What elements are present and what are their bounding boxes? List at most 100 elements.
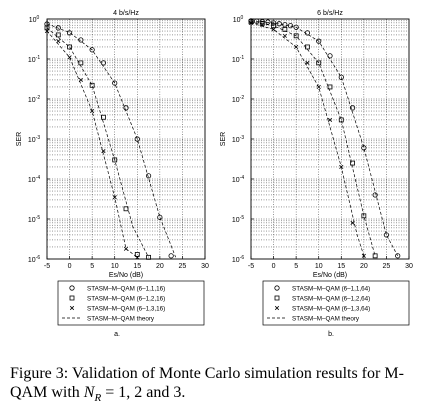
data-point-circle [157, 214, 163, 220]
y-tick-label: 10-1 [232, 55, 244, 64]
caption-text: Validation of Monte Carlo simulation res… [10, 365, 404, 401]
data-point-circle [89, 47, 95, 53]
legend: STASM–M–QAM (6–1,1,16) STASM–M–QAM (6–1,2… [57, 280, 205, 326]
legend-entry: STASM–M–QAM (6–1,3,16) [69, 305, 165, 313]
y-tick-label: 100 [233, 15, 244, 24]
data-point-circle [349, 105, 356, 111]
plot-frame [46, 18, 206, 260]
x-tick-label: -5 [44, 263, 50, 270]
y-tick-label: 10-3 [28, 135, 40, 144]
series-4 [46, 23, 177, 258]
x-tick-label: 20 [360, 263, 368, 270]
data-point-circle [361, 145, 367, 151]
grid [47, 19, 205, 259]
data-point-square [55, 32, 61, 38]
legend-entry: STASM–M–QAM theory [267, 316, 360, 323]
x-tick-label: 0 [272, 263, 276, 270]
y-tick-label: 10-5 [28, 215, 40, 224]
series-4 [250, 20, 399, 256]
data-point-square [112, 157, 118, 163]
data-point-circle [265, 19, 271, 25]
cross-stroke [69, 305, 75, 311]
series-2 [248, 19, 378, 259]
legend-entry: STASM–M–QAM (6–1,2,16) [69, 296, 165, 303]
y-tick-label: 100 [29, 15, 40, 24]
data-point-square [338, 117, 344, 123]
data-point-circle [66, 30, 73, 36]
theory-curve [46, 23, 177, 258]
data-point-circle [168, 253, 174, 259]
data-point-square [293, 33, 299, 39]
data-point-circle [293, 24, 299, 30]
legend: STASM–M–QAM (6–1,1,64) STASM–M–QAM (6–1,2… [262, 280, 410, 326]
data-point-circle [100, 60, 107, 66]
data-point-circle [145, 173, 152, 179]
data-point-circle [69, 285, 75, 291]
y-tick-label: 10-1 [28, 55, 40, 64]
data-point-circle [78, 37, 84, 43]
data-point-square [89, 82, 95, 88]
data-point-circle [316, 38, 322, 44]
x-tick-label: 25 [179, 263, 187, 270]
x-tick-label: 15 [337, 263, 345, 270]
data-point-square [44, 25, 50, 31]
y-tick-label: 10-4 [232, 175, 244, 184]
cross-stroke [135, 255, 140, 260]
figure-caption: Figure 3: Validation of Monte Carlo simu… [10, 364, 438, 408]
x-axis-label: Es/No (dB) [109, 272, 143, 279]
legend-label: STASM–M–QAM (6–1,1,64) [292, 286, 370, 293]
grid [251, 19, 409, 259]
data-point-square [350, 160, 355, 166]
legend-entry: STASM–M–QAM (6–1,1,64) [274, 285, 370, 293]
y-tick-label: 10-5 [232, 215, 244, 224]
theory-curve [46, 27, 149, 258]
legend-label: STASM–M–QAM (6–1,1,16) [87, 286, 165, 293]
series-1 [44, 21, 174, 259]
caption-text-end: = 1, 2 and 3. [105, 384, 186, 401]
series-5 [250, 21, 376, 256]
series-3 [248, 20, 366, 258]
data-point-circle [395, 253, 401, 259]
y-axis-label: SER [16, 132, 23, 146]
y-tick-label: 10-2 [232, 95, 244, 104]
data-point-square [67, 44, 72, 50]
data-point-circle [123, 105, 129, 111]
data-point-square [327, 84, 333, 90]
y-axis-label: SER [220, 132, 227, 146]
data-point-square [361, 213, 367, 219]
cross-stroke [361, 253, 366, 258]
series-1 [248, 18, 401, 259]
x-tick-label: -5 [248, 263, 254, 270]
data-point-square [274, 295, 280, 301]
data-point-cross [327, 117, 333, 122]
theory-curve [250, 22, 365, 256]
data-point-square [282, 26, 288, 32]
panel-label: a. [114, 331, 120, 338]
data-point-square [134, 252, 140, 257]
cross-stroke [123, 246, 129, 251]
data-point-circle [55, 25, 61, 31]
data-point-square [146, 254, 151, 260]
y-tick-label: 10-4 [28, 175, 40, 184]
legend-entry: STASM–M–QAM theory [62, 316, 155, 323]
x-axis-label: Es/No (dB) [313, 272, 347, 279]
x-tick-label: 10 [315, 263, 323, 270]
data-point-circle [383, 232, 390, 238]
legend-entry: STASM–M–QAM (6–1,1,16) [69, 285, 165, 293]
x-tick-label: 30 [201, 263, 209, 270]
chart-panel-2: -5 0 5 10 15 20 25 30 100 10-1 10-2 10-3 10-4 10-5 10-… [220, 10, 413, 338]
data-point-cross [101, 148, 106, 154]
legend-entry: STASM–M–QAM (6–1,2,64) [274, 295, 370, 303]
legend-box [57, 280, 205, 326]
legend-box [262, 280, 410, 326]
theory-curve [46, 30, 138, 258]
legend-label: STASM–M–QAM theory [87, 316, 155, 323]
series-5 [46, 27, 149, 258]
data-point-circle [112, 80, 118, 86]
theory-curve [250, 20, 399, 256]
plot-frame [250, 18, 410, 260]
data-point-circle [338, 74, 344, 80]
theory-curve [250, 21, 376, 256]
data-point-square [316, 60, 322, 66]
